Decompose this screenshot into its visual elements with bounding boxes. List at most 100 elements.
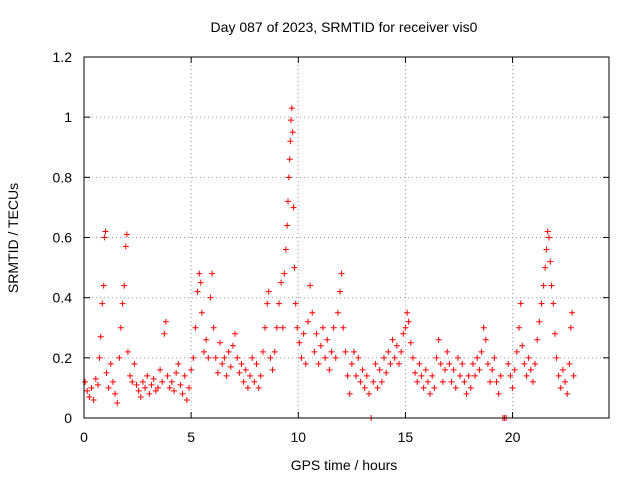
- data-point: [150, 375, 157, 382]
- data-point: [109, 378, 116, 385]
- data-point: [457, 372, 464, 379]
- data-point: [203, 336, 210, 343]
- data-point: [422, 366, 429, 373]
- data-point: [196, 270, 203, 277]
- data-point: [412, 369, 419, 376]
- data-point: [404, 309, 411, 316]
- data-point: [381, 354, 387, 361]
- data-point: [482, 336, 489, 343]
- data-point: [478, 348, 485, 355]
- data-point: [418, 372, 425, 379]
- data-point: [357, 378, 364, 385]
- data-point: [480, 324, 487, 331]
- data-point: [337, 288, 344, 295]
- data-point: [546, 234, 552, 241]
- y-tick-label: 0.4: [53, 290, 73, 306]
- data-point: [234, 354, 241, 361]
- data-point: [186, 384, 192, 391]
- data-point: [409, 354, 416, 361]
- data-point: [523, 372, 530, 379]
- data-point: [311, 348, 318, 355]
- data-point: [376, 366, 383, 373]
- data-point: [221, 354, 228, 361]
- chart-title: Day 087 of 2023, SRMTID for receiver vis…: [211, 19, 478, 35]
- data-point: [177, 381, 184, 388]
- data-point: [313, 330, 320, 337]
- data-point: [100, 282, 107, 289]
- data-point: [129, 378, 136, 385]
- data-point: [281, 270, 288, 277]
- data-point: [205, 354, 212, 361]
- data-point: [264, 300, 271, 307]
- data-point: [353, 372, 360, 379]
- data-point: [296, 339, 303, 346]
- data-point: [414, 378, 421, 385]
- data-point: [351, 348, 357, 355]
- data-point: [148, 381, 155, 388]
- data-point: [124, 348, 131, 355]
- data-point: [179, 390, 186, 397]
- data-point: [279, 324, 286, 331]
- data-point: [84, 387, 91, 394]
- data-point: [262, 324, 269, 331]
- data-point: [469, 360, 476, 367]
- data-point: [133, 381, 140, 388]
- data-point: [402, 324, 409, 331]
- data-point: [543, 246, 550, 253]
- data-point: [391, 354, 398, 361]
- data-point: [348, 360, 355, 367]
- data-point: [547, 258, 554, 265]
- data-point: [114, 399, 121, 406]
- data-point: [210, 324, 217, 331]
- data-point: [363, 372, 370, 379]
- data-point: [278, 279, 285, 286]
- data-point: [265, 288, 272, 295]
- data-point: [444, 348, 451, 355]
- y-tick-label: 1.2: [53, 49, 73, 65]
- data-point: [487, 378, 494, 385]
- data-point: [122, 243, 129, 250]
- data-point: [538, 300, 545, 307]
- data-point: [548, 282, 555, 289]
- data-point: [557, 384, 564, 391]
- data-point: [249, 354, 256, 361]
- data-point: [183, 396, 190, 403]
- data-point: [476, 366, 483, 373]
- data-point: [304, 318, 311, 325]
- data-point: [123, 231, 130, 238]
- data-point: [302, 360, 309, 367]
- data-point: [355, 354, 362, 361]
- x-tick-label: 20: [505, 429, 521, 445]
- y-axis-label: SRMTID / TECUs: [5, 183, 21, 293]
- data-point: [99, 300, 106, 307]
- data-point: [135, 387, 142, 394]
- data-point: [525, 354, 532, 361]
- data-point: [157, 366, 164, 373]
- data-point: [209, 270, 216, 277]
- data-point: [517, 300, 524, 307]
- data-point: [472, 372, 479, 379]
- data-point: [298, 354, 305, 361]
- data-point: [527, 366, 534, 373]
- data-point: [173, 369, 180, 376]
- data-point: [96, 354, 103, 361]
- data-point: [152, 387, 159, 394]
- x-tick-label: 10: [290, 429, 306, 445]
- data-point: [366, 390, 372, 397]
- data-point: [317, 342, 324, 349]
- data-point: [292, 300, 299, 307]
- data-point: [529, 378, 536, 385]
- data-point: [236, 369, 243, 376]
- data-point: [511, 366, 518, 373]
- data-point: [289, 129, 296, 136]
- data-point: [416, 360, 423, 367]
- data-point: [437, 360, 444, 367]
- data-point: [407, 339, 414, 346]
- data-point: [344, 372, 351, 379]
- y-tick-label: 0.8: [53, 169, 73, 185]
- data-point: [405, 318, 412, 325]
- data-point: [521, 360, 528, 367]
- data-point: [116, 354, 123, 361]
- data-point: [257, 372, 264, 379]
